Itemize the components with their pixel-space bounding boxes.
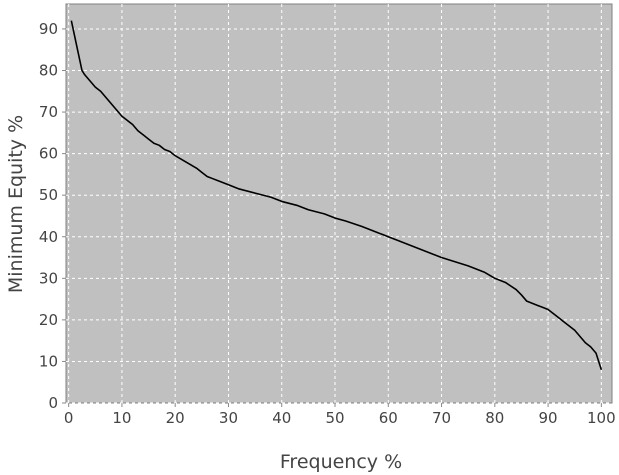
y-tick-label: 80 [39,62,58,80]
x-tick-label: 0 [64,409,74,427]
x-tick-label: 20 [166,409,185,427]
x-tick-label: 40 [272,409,291,427]
y-tick-label: 70 [39,103,58,121]
y-axis-title: Minimum Equity % [5,115,27,293]
y-tick-label: 30 [39,269,58,287]
plot-area [65,3,613,404]
y-tick-label: 90 [39,20,58,38]
y-tick-label: 40 [39,228,58,246]
y-tick-label: 60 [39,145,58,163]
x-tick-label: 10 [112,409,131,427]
y-tick-label: 20 [39,311,58,329]
y-tick-label: 10 [39,352,58,370]
x-tick-label: 90 [539,409,558,427]
series-line [70,20,603,370]
x-tick-label: 30 [219,409,238,427]
y-tick-label: 50 [39,186,58,204]
x-tick-label: 50 [325,409,344,427]
x-axis-title: Frequency % [280,451,402,473]
y-tick-label: 0 [48,394,58,412]
x-tick-label: 100 [587,409,616,427]
x-tick-label: 60 [379,409,398,427]
x-tick-label: 70 [432,409,451,427]
x-tick-label: 80 [485,409,504,427]
